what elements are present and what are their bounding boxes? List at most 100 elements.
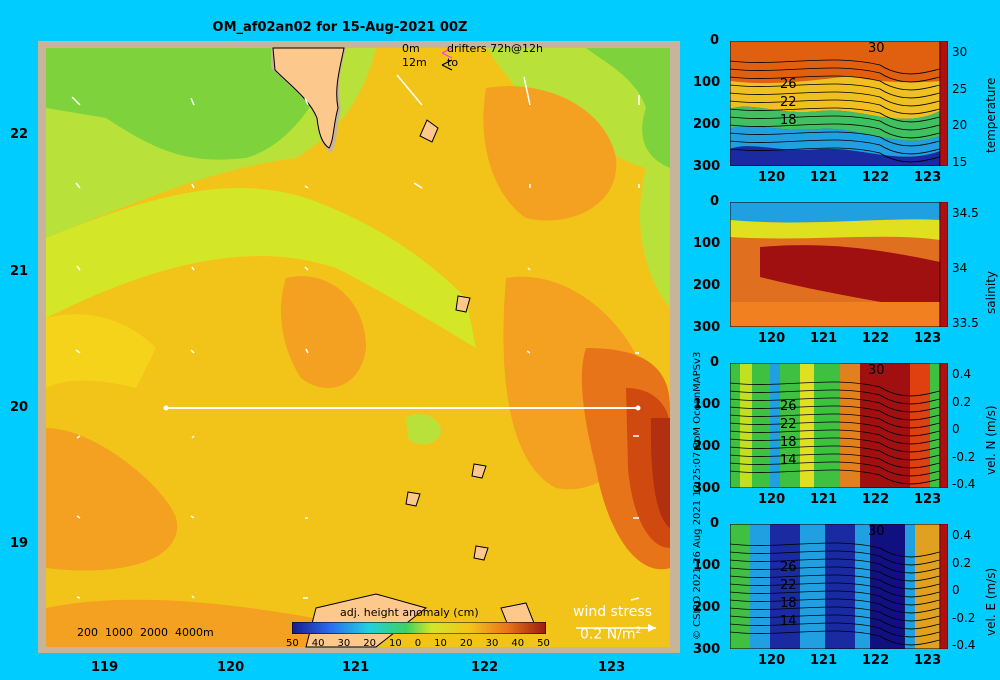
wind-stress-label: wind stress	[573, 604, 652, 620]
colorbar-tick: 10	[389, 638, 402, 649]
section-y-tick: 300	[693, 159, 721, 174]
legend-to: to	[447, 56, 459, 69]
section-label: temperature	[984, 77, 998, 153]
section-label: vel. E (m/s)	[984, 567, 998, 636]
colorbar	[292, 622, 546, 634]
section-x-tick: 121	[810, 331, 838, 346]
wind-vector	[75, 349, 81, 354]
section-y-tick: 100	[693, 397, 721, 412]
section-colorbar-tick: 0.2	[952, 394, 972, 409]
section-x-tick: 123	[914, 331, 942, 346]
section-plot	[730, 41, 940, 166]
wind-vector	[191, 183, 195, 189]
section-colorbar-tick: 0.2	[952, 555, 972, 570]
section-plot	[730, 524, 940, 649]
section-x-tick: 120	[758, 492, 786, 507]
section-colorbar-tick: 0	[952, 422, 960, 436]
section-colorbar-tick: 33.5	[952, 316, 979, 330]
section-x-tick: 121	[810, 170, 838, 185]
section-colorbar-tick: -0.4	[952, 477, 976, 491]
section-colorbar-tick: 0	[952, 583, 960, 597]
map-x-tick: 119	[91, 660, 119, 675]
map-y-tick: 19	[10, 536, 29, 551]
section-colorbar-tick: 34	[952, 261, 968, 275]
section-y-tick: 200	[693, 600, 721, 615]
wind-vector	[190, 97, 195, 106]
section-colorbar-tick: 20	[952, 118, 968, 133]
section-x-tick: 123	[914, 492, 942, 507]
section-colorbar-tick: 34.5	[952, 206, 979, 220]
section-colorbar	[940, 363, 948, 488]
section-x-tick: 120	[758, 170, 786, 185]
section-y-tick: 100	[693, 236, 721, 251]
section-x-tick: 122	[862, 492, 890, 507]
colorbar-tick: 50	[286, 638, 299, 649]
wind-vector	[191, 595, 195, 599]
section-y-tick: 100	[693, 558, 721, 573]
legend-depth-12: 12m	[402, 56, 427, 69]
colorbar-tick: 30	[337, 638, 351, 649]
chart-title: OM_af02an02 for 15-Aug-2021 00Z	[212, 20, 468, 35]
section-y-tick: 200	[693, 117, 721, 132]
colorbar-tick: 10	[434, 638, 447, 649]
wind-vector	[76, 596, 81, 599]
contour-label: 30	[868, 524, 885, 539]
map-x-tick: 120	[217, 660, 245, 675]
section-y-tick: 300	[693, 320, 721, 335]
section-label: salinity	[984, 270, 998, 314]
colorbar-tick: 40	[511, 638, 525, 649]
section-colorbar-tick: 0.4	[952, 528, 972, 542]
section-x-tick: 120	[758, 653, 786, 668]
contour-label: 22	[780, 95, 797, 110]
section-y-tick: 100	[693, 75, 721, 90]
section-colorbar-tick: -0.4	[952, 638, 976, 652]
section-colorbar	[940, 524, 948, 649]
wind-vector	[305, 348, 309, 354]
section-colorbar	[940, 202, 948, 327]
contour-label: 18	[780, 435, 797, 450]
section-y-tick: 0	[710, 194, 720, 209]
colorbar-tick: 50	[537, 638, 550, 649]
map-y-tick: 21	[10, 264, 29, 279]
contour-label: 22	[780, 417, 797, 432]
wind-vector	[75, 182, 81, 189]
legend-depth-0: 0m	[402, 42, 420, 55]
contour-label: 18	[780, 113, 797, 128]
colorbar-ticks: 50 40 30 20 10 0 10 20 30 40 50	[286, 638, 550, 649]
wind-vector	[304, 97, 309, 106]
wind-vector	[396, 74, 423, 106]
wind-vector	[76, 515, 81, 519]
wind-vector	[76, 435, 81, 439]
map-x-tick: 123	[598, 660, 626, 675]
wind-vector	[191, 435, 195, 439]
section-x-tick: 122	[862, 170, 890, 185]
map-plot	[38, 41, 680, 653]
contour-label: 26	[780, 560, 797, 575]
section-y-tick: 0	[710, 355, 720, 370]
section-x-tick: 121	[810, 492, 838, 507]
map-y-tick: 22	[10, 127, 29, 142]
section-x-tick: 120	[758, 331, 786, 346]
contour-label: 18	[780, 596, 797, 611]
section-x-tick: 121	[810, 653, 838, 668]
colorbar-tick: 20	[363, 638, 376, 649]
wind-vector	[190, 515, 195, 519]
wind-vector	[190, 349, 195, 354]
section-colorbar-tick: 0.4	[952, 367, 972, 381]
wind-vector	[76, 265, 81, 271]
section-colorbar-tick: 25	[952, 81, 968, 96]
section-y-tick: 300	[693, 481, 721, 496]
colorbar-title: adj. height anomaly (cm)	[340, 606, 479, 619]
contour-label: 14	[780, 453, 797, 468]
contour-label: 14	[780, 614, 797, 629]
section-x-tick: 122	[862, 653, 890, 668]
wind-vector	[413, 182, 423, 189]
section-label: vel. N (m/s)	[984, 405, 998, 475]
map-x-tick: 122	[471, 660, 499, 675]
colorbar-tick: 40	[311, 638, 325, 649]
section-x-tick: 123	[914, 170, 942, 185]
section-y-tick: 0	[710, 516, 720, 531]
wind-vector	[526, 350, 531, 354]
contour-label: 26	[780, 399, 797, 414]
section-plot	[730, 202, 940, 327]
